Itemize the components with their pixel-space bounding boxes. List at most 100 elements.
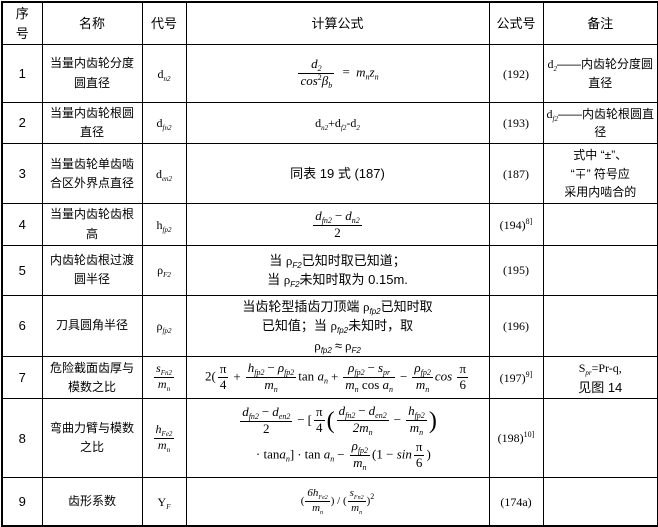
cell-formula-no: (196) <box>488 294 544 358</box>
math-sub: fp2 <box>284 368 295 378</box>
sym-sub: fp2 <box>162 225 172 234</box>
cell-formula-no: (198)10] <box>488 398 544 479</box>
formula-number: (194) <box>499 217 526 232</box>
col-header-serial: 序 号 <box>1 1 43 45</box>
note-text: ——内齿轮根圆直径 <box>557 106 654 140</box>
math-op: · <box>255 446 261 462</box>
frac-num: hfp2 <box>406 403 427 422</box>
math-op: − <box>337 446 345 462</box>
frac-den: 2 <box>263 420 270 436</box>
math-text: ) <box>426 446 431 462</box>
math-sub: Fe2 <box>318 495 328 501</box>
math-var: m <box>312 502 321 514</box>
formula-number: (195) <box>503 263 529 278</box>
note-symbol: df2 <box>546 106 558 123</box>
frac-den: 6 <box>415 455 423 471</box>
frac-den: mn cos an <box>343 377 395 394</box>
formula-line-1: dfn2− den2 2−[π 4(dfn2− den2 2mn − hfp2 mn) <box>238 403 437 437</box>
note-text: ——内齿轮分度圆直径 <box>556 56 653 90</box>
formula-number: (197) <box>499 370 526 385</box>
cell-formula: dn2+df2-d2 <box>185 101 490 145</box>
sym-base: h <box>156 217 163 232</box>
cell-no: 2 <box>1 101 43 145</box>
math-var: m <box>264 377 274 393</box>
math-var: d <box>334 116 341 131</box>
formula-block: dfn2− den2 2−[π 4(dfn2− den2 2mn − hfp2 mn) · ta… <box>238 403 437 473</box>
text: 已知值；当 <box>261 318 331 334</box>
cell-no: 6 <box>1 294 43 358</box>
math-sub: Fn2 <box>353 495 364 501</box>
fraction: d2 cos2βb <box>298 56 335 90</box>
cell-symbol: ρfp2 <box>141 294 187 358</box>
math-var: ρ <box>351 438 358 454</box>
text: 当 <box>269 252 286 268</box>
math-sub: fp2 <box>320 345 332 355</box>
cell-symbol: hFe2 mn <box>141 398 187 479</box>
math-var: d <box>350 116 357 131</box>
cell-symbol: dfn2 <box>141 101 187 145</box>
text: 已知时取已知道； <box>301 252 406 268</box>
math-var: ρ <box>285 252 293 268</box>
sym-sub: 2 <box>553 64 557 73</box>
math-var: ρ <box>414 360 421 376</box>
table-row-7: 7 危险截面齿厚与模数之比 sFn2 mn 2(π 4 + hfp2− ρfp2 mn ta… <box>1 356 658 400</box>
frac-den: 2 <box>334 224 341 240</box>
sym-base: s <box>156 361 161 376</box>
footnote-ref: 10] <box>523 430 535 440</box>
math-sub: f2 <box>340 124 347 133</box>
math-sub: n <box>362 463 367 473</box>
symbol: dn2 <box>158 67 171 83</box>
fraction: ρfp2 mn <box>349 438 371 473</box>
sym-sub: n <box>166 445 171 454</box>
cell-name: 当量内齿轮根圆直径 <box>41 101 143 145</box>
cell-no: 7 <box>1 356 43 400</box>
math-paren: ) <box>330 495 335 508</box>
symbol: ρF2 <box>157 263 171 279</box>
math-fn: cos <box>361 377 380 393</box>
sym-sub: fp2 <box>162 327 172 335</box>
cell-name: 内齿轮齿根过渡圆半径 <box>41 244 143 296</box>
frac-den: 2mn <box>337 420 389 438</box>
fraction: dfn2− den2 2mn <box>336 403 389 438</box>
math-var: 2m <box>352 420 369 436</box>
math-op: + <box>328 116 335 131</box>
note-line-1: Spr=Pr-q, <box>546 358 656 378</box>
math-var: h <box>247 360 255 376</box>
math-var: a <box>317 368 324 384</box>
fraction: ρfp2− spr mn cos an <box>343 360 396 394</box>
math-sub: n <box>368 428 373 438</box>
col-header-name: 名称 <box>41 1 143 45</box>
cell-formula: 2(π 4 + hfp2− ρfp2 mn tan an + ρfp2− spr mn cos an… <box>185 356 490 400</box>
math-fn: cos <box>300 73 318 88</box>
frac-den: mn <box>246 377 297 395</box>
sym-sub: en2 <box>161 174 173 183</box>
frac-den: mn <box>154 438 175 454</box>
math-var: ρ <box>344 337 352 353</box>
math-paren: ) <box>366 495 371 508</box>
math-var: d <box>368 403 376 419</box>
cell-formula: d2 cos2βb = mnzn <box>185 44 490 103</box>
sym-base: d <box>155 166 162 181</box>
frac-num: π <box>413 439 425 457</box>
math-var: h <box>408 403 415 419</box>
math-sub: 2 <box>317 64 322 73</box>
math-sup: 2 <box>370 492 375 502</box>
col-header-formula-no: 公式号 <box>488 1 544 45</box>
symbol: hfp2 <box>156 217 172 234</box>
footnote-ref: 8] <box>525 216 533 226</box>
formula-number: (187) <box>503 166 529 181</box>
math-var: a <box>279 446 286 462</box>
sym-base: d <box>546 106 553 121</box>
math-op: ≈ <box>334 337 342 353</box>
math-sub: n <box>273 385 278 395</box>
frac-den: cos2βb <box>298 73 334 90</box>
math-var: m <box>345 377 355 393</box>
symbol: dfn2 <box>157 116 172 132</box>
frac-num: π <box>457 361 469 379</box>
math-var: a <box>323 446 331 462</box>
math-sub: fn2 <box>345 411 356 421</box>
math-op: − <box>367 360 375 376</box>
sym-sub: Fn2 <box>160 369 172 378</box>
math-paren: ( <box>342 495 347 508</box>
